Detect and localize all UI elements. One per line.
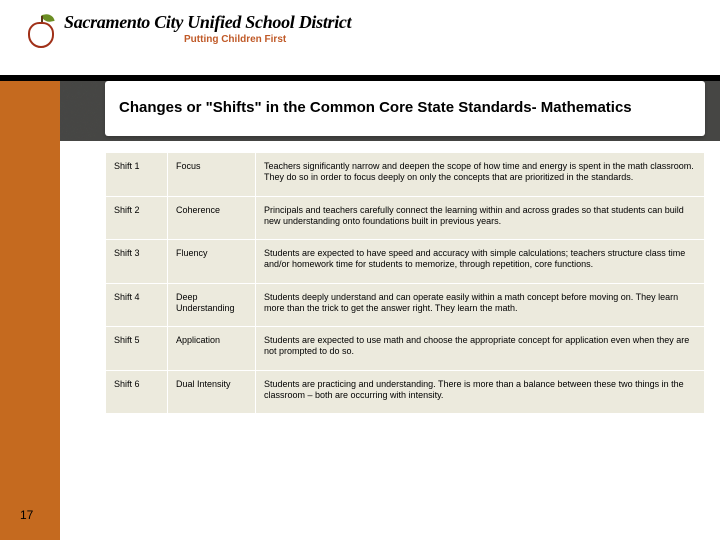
header: Sacramento City Unified School District …: [0, 0, 720, 75]
shift-name-cell: Coherence: [168, 196, 256, 240]
page-number: 17: [20, 508, 33, 522]
shift-id-cell: Shift 4: [106, 283, 168, 327]
tagline: Putting Children First: [184, 35, 351, 45]
title-card: Changes or "Shifts" in the Common Core S…: [105, 81, 705, 136]
shift-description-cell: Students deeply understand and can opera…: [256, 283, 705, 327]
shift-description-cell: Students are practicing and understandin…: [256, 370, 705, 414]
apple-icon: [28, 10, 58, 48]
shift-id-cell: Shift 5: [106, 327, 168, 371]
left-accent-column: [0, 81, 60, 540]
table-row: Shift 3FluencyStudents are expected to h…: [106, 240, 705, 284]
table-row: Shift 4Deep UnderstandingStudents deeply…: [106, 283, 705, 327]
table-row: Shift 1FocusTeachers significantly narro…: [106, 153, 705, 197]
shift-name-cell: Dual Intensity: [168, 370, 256, 414]
shift-description-cell: Students are expected to have speed and …: [256, 240, 705, 284]
table-row: Shift 5ApplicationStudents are expected …: [106, 327, 705, 371]
shift-description-cell: Students are expected to use math and ch…: [256, 327, 705, 371]
slide: Sacramento City Unified School District …: [0, 0, 720, 540]
logo-text: Sacramento City Unified School District …: [64, 13, 351, 45]
shift-id-cell: Shift 1: [106, 153, 168, 197]
shift-name-cell: Deep Understanding: [168, 283, 256, 327]
shift-name-cell: Focus: [168, 153, 256, 197]
shift-name-cell: Fluency: [168, 240, 256, 284]
shift-id-cell: Shift 3: [106, 240, 168, 284]
shift-description-cell: Principals and teachers carefully connec…: [256, 196, 705, 240]
shift-id-cell: Shift 2: [106, 196, 168, 240]
shifts-table: Shift 1FocusTeachers significantly narro…: [105, 152, 705, 414]
table-row: Shift 6Dual IntensityStudents are practi…: [106, 370, 705, 414]
district-name: Sacramento City Unified School District: [64, 13, 351, 31]
table-row: Shift 2CoherencePrincipals and teachers …: [106, 196, 705, 240]
shift-description-cell: Teachers significantly narrow and deepen…: [256, 153, 705, 197]
shift-id-cell: Shift 6: [106, 370, 168, 414]
slide-title: Changes or "Shifts" in the Common Core S…: [119, 99, 632, 118]
shifts-table-container: Shift 1FocusTeachers significantly narro…: [105, 152, 705, 414]
shift-name-cell: Application: [168, 327, 256, 371]
district-logo: Sacramento City Unified School District …: [28, 10, 351, 48]
